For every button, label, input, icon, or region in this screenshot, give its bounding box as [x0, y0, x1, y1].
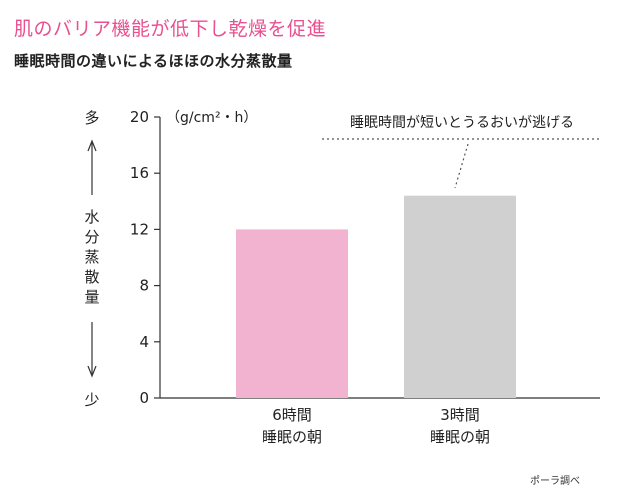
y-axis-label-char: 量 [84, 288, 99, 306]
annotation-text: 睡眠時間が短いとうるおいが逃げる [350, 115, 574, 131]
y-tick-label: 20 [130, 108, 149, 126]
chart-title: 肌のバリア機能が低下し乾燥を促進 [14, 18, 327, 40]
chart-subtitle: 睡眠時間の違いによるほほの水分蒸散量 [14, 52, 293, 70]
y-tick-label: 12 [130, 220, 149, 238]
category-label: 睡眠の朝 [430, 428, 490, 446]
y-tick-label: 16 [130, 164, 149, 182]
category-label: 3時間 [440, 406, 480, 424]
source-note: ポーラ調べ [530, 476, 580, 487]
category-label: 睡眠の朝 [262, 428, 322, 446]
y-tick-label: 4 [139, 333, 149, 351]
y-label-top: 多 [84, 109, 99, 127]
y-axis-label-char: 蒸 [84, 248, 99, 266]
y-label-bottom: 少 [84, 391, 99, 409]
y-arrow-down-head [87, 365, 97, 378]
y-axis-label-char: 水 [84, 208, 99, 226]
bar-3h-sleep [404, 195, 516, 398]
annotation-pointer [454, 143, 469, 189]
bar-6h-sleep [236, 229, 348, 398]
y-axis-label-char: 分 [84, 228, 99, 246]
y-tick-label: 0 [139, 389, 149, 407]
y-arrow-up-head [87, 139, 97, 152]
category-label: 6時間 [272, 406, 312, 424]
y-unit-label: （g/cm²・h） [166, 110, 257, 126]
y-axis-label-char: 散 [84, 268, 99, 286]
y-tick-label: 8 [139, 277, 149, 295]
